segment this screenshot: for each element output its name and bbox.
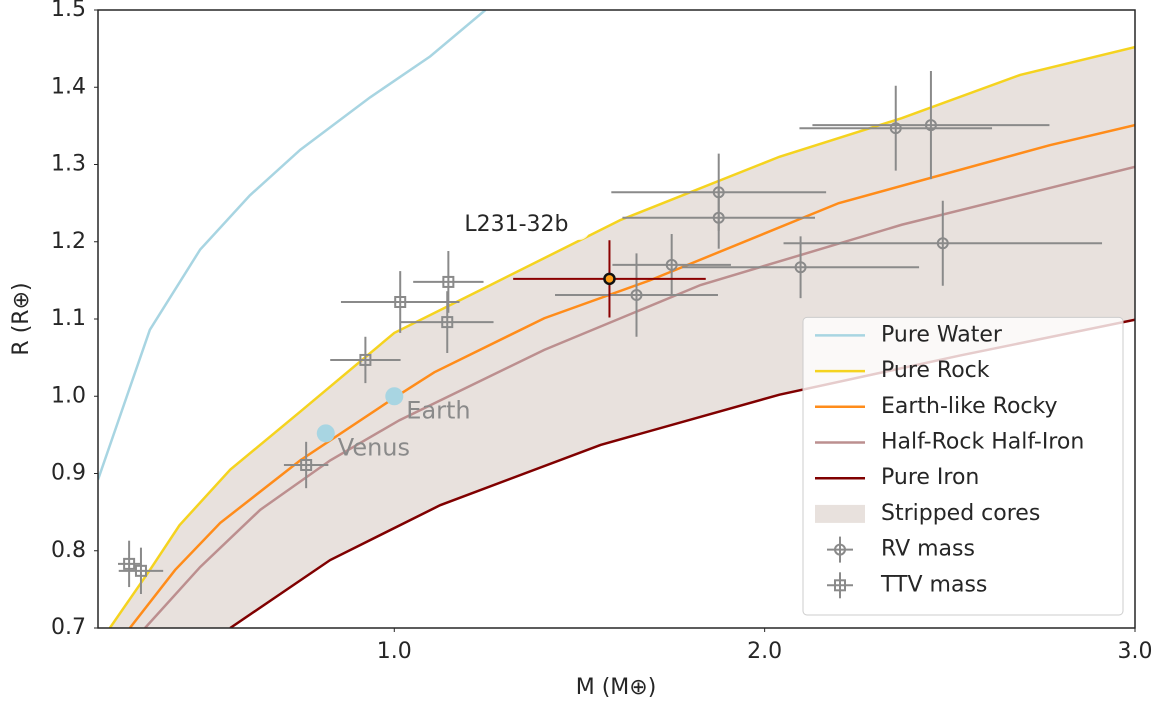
x-tick-label: 2.0 — [747, 639, 782, 664]
y-tick-label: 1.3 — [51, 152, 86, 177]
y-tick-label: 1.0 — [51, 383, 86, 408]
annotation: L231-32b — [464, 212, 568, 237]
legend-label: TTV mass — [880, 572, 987, 597]
curve — [98, 10, 487, 481]
legend-marker — [834, 579, 846, 592]
legend-label: Pure Water — [881, 322, 1003, 347]
legend-label: RV mass — [881, 537, 975, 562]
y-tick-label: 0.7 — [51, 615, 86, 640]
curve — [108, 45, 1135, 628]
y-tick-label: 1.5 — [51, 0, 86, 22]
point — [794, 261, 807, 274]
point — [394, 296, 407, 309]
planet — [385, 387, 404, 406]
legend-swatch — [815, 504, 865, 523]
planet — [316, 424, 335, 443]
point — [441, 316, 454, 329]
x-tick-label: 3.0 — [1118, 639, 1153, 664]
y-tick-label: 0.9 — [51, 461, 86, 486]
legend-label: Pure Rock — [881, 358, 990, 383]
annotation-box — [443, 207, 590, 240]
point — [936, 237, 949, 250]
point — [630, 289, 643, 302]
planet-label: Venus — [338, 433, 410, 461]
curve — [144, 165, 1135, 628]
point — [134, 564, 147, 577]
x-tick-label: 1.0 — [377, 639, 412, 664]
plot-area — [98, 10, 1135, 628]
point — [442, 275, 455, 288]
point — [924, 119, 937, 132]
legend-label: Pure Iron — [881, 465, 979, 490]
target-point — [603, 272, 616, 286]
point — [300, 459, 313, 472]
point — [123, 557, 136, 570]
point — [665, 258, 678, 271]
point — [889, 122, 902, 135]
planet-label: Earth — [406, 396, 470, 424]
y-axis-label: R (R⊕) — [9, 282, 34, 355]
legend-marker — [834, 543, 846, 556]
y-tick-label: 1.4 — [51, 74, 86, 99]
legend-label: Earth-like Rocky — [881, 394, 1057, 419]
legend-label: Stripped cores — [881, 501, 1040, 526]
legend-box — [802, 316, 1124, 616]
legend-label: Half-Rock Half-Iron — [881, 430, 1084, 455]
point — [712, 211, 725, 224]
x-axis-label: M (M⊕) — [576, 675, 657, 700]
curve — [128, 123, 1135, 628]
point — [359, 353, 372, 366]
y-tick-label: 1.2 — [51, 229, 86, 254]
y-tick-label: 0.8 — [51, 538, 86, 563]
y-tick-label: 1.1 — [51, 306, 86, 331]
